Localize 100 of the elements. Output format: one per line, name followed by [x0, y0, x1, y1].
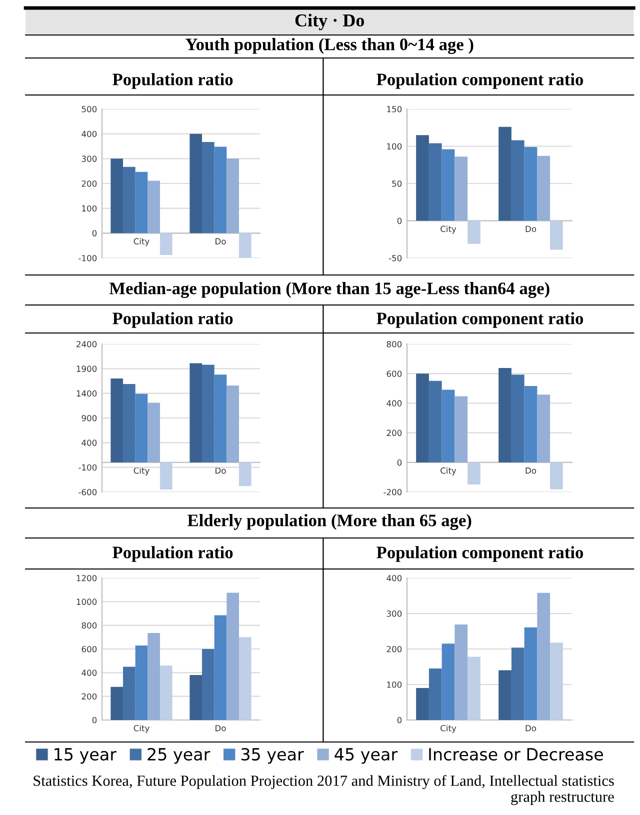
bar	[416, 374, 429, 462]
y-tick-label: 200	[386, 646, 402, 652]
chart-title: Population component ratio	[376, 546, 584, 562]
x-tick-label: Do	[216, 238, 226, 244]
bar	[214, 374, 227, 462]
y-tick-label: 600	[82, 646, 97, 652]
y-tick-label: 1000	[76, 598, 97, 605]
y-tick-label: 0	[397, 716, 402, 724]
bar	[148, 633, 160, 720]
bar	[123, 384, 136, 462]
y-tick-label: 400	[386, 400, 402, 406]
y-tick-label: 0	[92, 230, 97, 236]
y-tick-label: 0	[397, 218, 402, 224]
y-tick-label: 100	[387, 143, 402, 150]
bar	[202, 142, 214, 234]
bar	[498, 670, 512, 720]
chart-title: Population ratio	[112, 546, 233, 562]
bar	[524, 146, 538, 221]
bar	[110, 686, 124, 720]
x-tick-label: City	[134, 724, 150, 733]
bar	[550, 462, 563, 490]
bar	[454, 156, 468, 221]
bar	[110, 378, 124, 462]
bar	[214, 615, 227, 720]
bar	[238, 233, 252, 258]
y-tick-label: -100	[78, 254, 97, 262]
bar	[498, 368, 512, 462]
bar	[498, 126, 512, 221]
bar	[160, 462, 172, 490]
text: Statistics Korea, Future Population Projection 2017 and Ministry of Land, Intellectual statistics graph restructure	[34, 775, 614, 806]
bar	[226, 592, 239, 720]
bar	[202, 649, 214, 720]
bar	[416, 688, 429, 720]
bar	[226, 158, 239, 234]
bar	[428, 380, 442, 462]
bar	[468, 220, 480, 244]
y-tick-label: 900	[82, 414, 97, 422]
bar	[214, 146, 227, 234]
bar	[148, 180, 160, 234]
y-tick-label: 300	[82, 156, 97, 162]
bar	[550, 220, 563, 250]
bar	[442, 644, 455, 720]
bar	[135, 394, 148, 462]
bar	[123, 166, 136, 234]
bar	[511, 374, 524, 462]
y-tick-label: 400	[82, 130, 97, 138]
y-tick-label: 50	[392, 180, 402, 187]
y-tick-label: 400	[82, 440, 97, 446]
y-tick-label: 800	[82, 622, 97, 629]
y-tick-label: 200	[82, 693, 97, 700]
y-tick-label: 1200	[76, 574, 97, 582]
bar	[524, 627, 538, 720]
bar	[123, 666, 136, 720]
y-tick-label: 400	[82, 670, 97, 676]
x-tick-label: Do	[526, 468, 536, 474]
bar	[428, 143, 442, 221]
y-tick-label: 200	[82, 180, 97, 187]
y-tick-label: 0	[397, 459, 402, 466]
bar	[135, 172, 148, 234]
bar	[454, 396, 468, 462]
y-tick-label: 100	[387, 681, 402, 688]
x-tick-label: Do	[526, 226, 536, 232]
bar	[110, 158, 124, 234]
bar	[550, 642, 563, 720]
y-tick-label: 1900	[76, 366, 97, 372]
x-tick-label: Do	[216, 725, 226, 732]
bar	[511, 648, 524, 720]
bar	[524, 386, 538, 462]
y-tick-label: 0	[92, 716, 97, 724]
bar	[226, 385, 239, 462]
legend-label: 45 year	[334, 748, 398, 764]
x-tick-label: City	[134, 238, 150, 246]
x-tick-label: City	[440, 226, 456, 234]
text: Elderly population (More than 65 age)	[188, 514, 472, 530]
bar	[468, 656, 480, 720]
x-tick-label: Do	[526, 725, 536, 732]
y-tick-label: -600	[78, 488, 97, 496]
bar	[537, 592, 550, 720]
y-tick-label: 800	[386, 340, 402, 348]
bar	[148, 402, 160, 462]
text: Median-age population (More than 15 age-Less than64 age)	[109, 282, 550, 298]
y-tick-label: 150	[387, 106, 402, 112]
bar	[190, 363, 202, 462]
bar	[511, 140, 524, 221]
y-tick-label: -200	[384, 488, 402, 496]
bar	[238, 462, 252, 486]
bar	[537, 156, 550, 221]
bar	[135, 645, 148, 720]
bar	[442, 390, 455, 462]
y-tick-label: -50	[388, 254, 402, 262]
y-tick-label: 200	[386, 430, 402, 436]
bar	[238, 637, 252, 720]
legend-label: 25 year	[148, 748, 210, 764]
x-tick-label: Do	[216, 468, 226, 474]
bar	[428, 668, 442, 720]
text: City · Do	[295, 14, 364, 30]
bar	[416, 135, 429, 221]
chart-title: Population ratio	[112, 312, 233, 328]
y-tick-label: 300	[386, 610, 402, 617]
y-tick-label: 2400	[76, 340, 97, 348]
